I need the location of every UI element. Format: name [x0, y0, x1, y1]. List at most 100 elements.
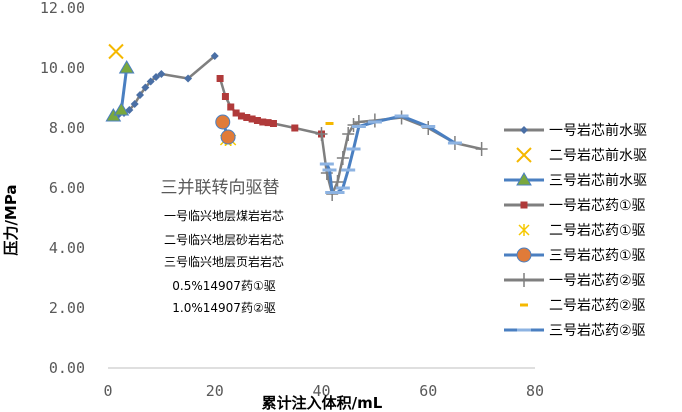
- data-point: [475, 142, 488, 156]
- annotation-line: 三号临兴地层页岩岩芯: [164, 254, 284, 269]
- legend-entry: 一号岩芯前水驱: [504, 122, 647, 139]
- legend-entry: 一号岩芯药②驱: [504, 273, 646, 289]
- data-point: [184, 74, 193, 83]
- x-tick-labels: 0 20 40 60 80: [103, 382, 544, 400]
- annotation-line: 1.0%14907药②驱: [172, 301, 275, 315]
- series-1: [108, 43, 124, 60]
- data-point: [322, 168, 337, 172]
- data-point: [336, 151, 349, 165]
- legend-label: 一号岩芯前水驱: [549, 122, 647, 139]
- legend-swatch-marker: [516, 247, 532, 263]
- data-point: [243, 114, 251, 121]
- y-tick-label: 0.00: [49, 359, 85, 377]
- data-point: [319, 162, 334, 166]
- legend-swatch-marker: [516, 172, 532, 186]
- legend-swatch-marker: [520, 303, 528, 307]
- y-tick-label: 10.00: [40, 59, 85, 77]
- data-point: [125, 106, 134, 114]
- y-tick-label: 2.00: [49, 299, 85, 317]
- data-point: [113, 102, 130, 116]
- series-3: [216, 75, 325, 138]
- data-point: [108, 43, 124, 60]
- data-point: [325, 122, 334, 125]
- series-8: [319, 114, 462, 194]
- data-point: [253, 117, 261, 124]
- data-point: [232, 109, 240, 117]
- legend-label: 一号岩芯药②驱: [549, 273, 646, 289]
- annotation-line: 0.5%14907药①驱: [172, 279, 275, 293]
- data-point: [227, 103, 235, 111]
- y-tick-label: 4.00: [49, 239, 85, 257]
- annotation-line: 一号临兴地层煤岩岩芯: [164, 208, 284, 223]
- legend-entry: 一号岩芯药①驱: [504, 198, 646, 214]
- series-7: [325, 122, 334, 125]
- x-tick-label: 0: [103, 382, 112, 400]
- x-tick-label: 80: [526, 382, 544, 400]
- legend-entry: 三号岩芯药②驱: [504, 323, 646, 339]
- legend-entry: 二号岩芯药①驱: [518, 223, 646, 239]
- data-point: [136, 91, 145, 99]
- data-point: [315, 127, 328, 141]
- data-point: [210, 52, 219, 60]
- data-point: [335, 186, 350, 190]
- data-point: [220, 129, 236, 145]
- data-point: [342, 127, 355, 141]
- data-point: [141, 83, 150, 92]
- legend: 一号岩芯前水驱二号岩芯前水驱三号岩芯前水驱一号岩芯药①驱二号岩芯药①驱三号岩芯药…: [504, 122, 647, 339]
- x-tick-label: 60: [419, 382, 437, 400]
- data-point: [130, 100, 139, 108]
- series-5: [215, 114, 236, 145]
- data-point: [351, 125, 366, 128]
- y-tick-label: 8.00: [49, 119, 85, 137]
- data-point: [421, 125, 436, 128]
- data-point: [264, 119, 272, 127]
- series-2: [105, 60, 135, 122]
- y-tick-label: 12.00: [40, 0, 85, 17]
- legend-entry: 二号岩芯前水驱: [516, 147, 647, 164]
- y-tick-labels: 0.00 2.00 4.00 6.00 8.00 10.00 12.00: [40, 0, 85, 377]
- legend-swatch-marker: [520, 201, 528, 209]
- legend-label: 二号岩芯药②驱: [549, 298, 646, 314]
- legend-label: 三号岩芯药②驱: [549, 323, 646, 339]
- data-point: [146, 77, 155, 86]
- data-point: [259, 118, 267, 126]
- data-point: [394, 114, 409, 118]
- data-point: [269, 120, 277, 127]
- series-line: [325, 114, 456, 194]
- data-point: [216, 75, 224, 82]
- legend-label: 三号岩芯药①驱: [549, 248, 646, 264]
- annotation-title: 三并联转向驱替: [161, 178, 280, 198]
- legend-label: 一号岩芯药①驱: [549, 198, 646, 214]
- legend-swatch-marker: [518, 224, 530, 236]
- y-tick-label: 6.00: [49, 179, 85, 197]
- data-point: [118, 60, 135, 74]
- annotation-box: 三并联转向驱替 一号临兴地层煤岩岩芯 二号临兴地层砂岩岩芯 三号临兴地层页岩岩芯…: [161, 178, 285, 315]
- data-point: [157, 70, 166, 78]
- legend-entry: 二号岩芯药②驱: [520, 298, 646, 314]
- x-tick-label: 20: [206, 382, 224, 400]
- legend-swatch-marker: [517, 328, 531, 332]
- legend-entry: 三号岩芯药①驱: [504, 247, 646, 264]
- legend-swatch-marker: [518, 273, 530, 287]
- legend-swatch-marker: [516, 147, 532, 163]
- data-point: [248, 115, 256, 123]
- legend-label: 二号岩芯前水驱: [549, 147, 647, 164]
- legend-label: 二号岩芯药①驱: [549, 223, 646, 239]
- data-point: [237, 112, 245, 120]
- legend-swatch-marker: [520, 126, 528, 134]
- x-axis-title: 累计注入体积/mL: [262, 394, 383, 412]
- series-layer: [105, 43, 488, 201]
- data-point: [346, 147, 361, 151]
- data-point: [215, 114, 231, 130]
- data-point: [330, 191, 345, 194]
- legend-entry: 三号岩芯前水驱: [504, 172, 647, 189]
- data-point: [152, 73, 161, 81]
- annotation-line: 二号临兴地层砂岩岩芯: [164, 232, 284, 247]
- x-tick-label: 40: [312, 382, 330, 400]
- data-point: [221, 93, 229, 100]
- data-point: [341, 168, 356, 172]
- y-axis-title: 压力/MPa: [2, 184, 20, 255]
- legend-label: 三号岩芯前水驱: [549, 172, 647, 189]
- data-point: [291, 124, 299, 132]
- data-point: [447, 141, 462, 145]
